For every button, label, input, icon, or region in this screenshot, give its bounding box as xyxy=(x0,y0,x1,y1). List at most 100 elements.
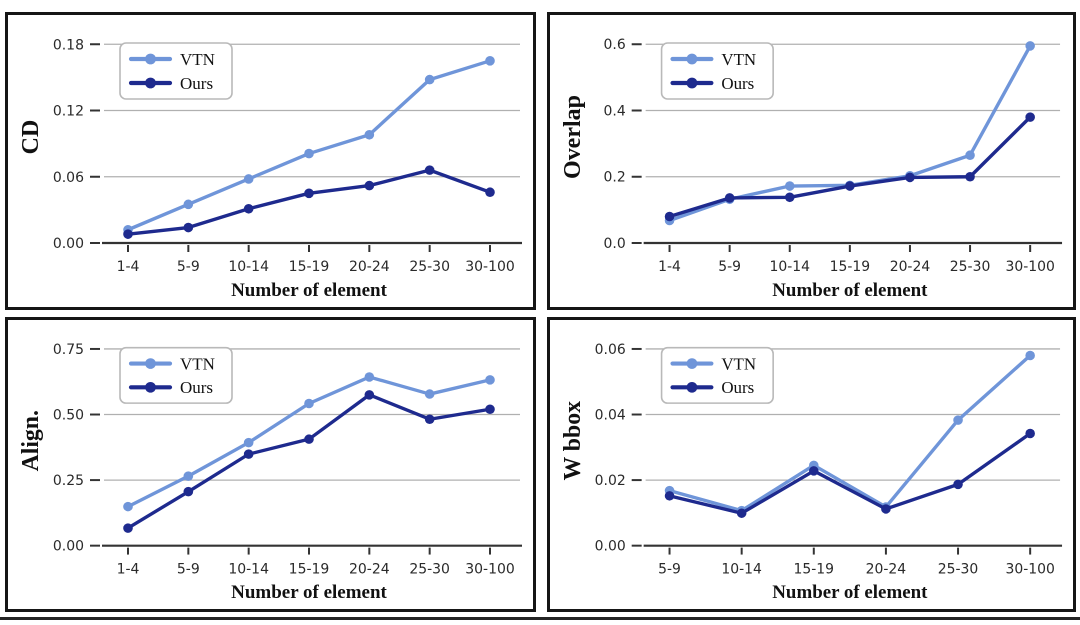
x-tick-label: 25-30 xyxy=(409,259,450,275)
vtn-marker xyxy=(183,471,194,481)
align-chart-panel: 0.00 0.25 0.50 0.75 1-4 5-9 10-14 15-19 20-24 25-… xyxy=(5,317,536,612)
vtn-marker xyxy=(965,150,975,161)
x-tick-label: 15-19 xyxy=(794,561,835,577)
y-tick-label: 0.4 xyxy=(604,103,626,119)
ours-line xyxy=(126,168,492,236)
x-tick-label: 20-24 xyxy=(866,561,907,577)
legend-label: VTN xyxy=(180,50,215,69)
legend-label: VTN xyxy=(721,355,756,374)
legend-label: Ours xyxy=(721,74,754,93)
y-tick-label: 0.2 xyxy=(604,170,626,186)
cd-chart-panel: 0.00 0.06 0.12 0.18 1-4 5-9 10-14 15-19 20-24 25-… xyxy=(5,12,536,310)
vtn-marker xyxy=(424,74,435,85)
overlap-chart-canvas: 0.0 0.2 0.4 0.6 1-4 5-9 10-14 15-19 20-24 25-30 30… xyxy=(560,37,1063,301)
y-tick-label: 0.25 xyxy=(53,473,84,489)
overlap-chart-panel: 0.0 0.2 0.4 0.6 1-4 5-9 10-14 15-19 20-24 25-30 30… xyxy=(547,12,1076,310)
legend-label: VTN xyxy=(180,355,215,374)
legend-marker-sample xyxy=(145,381,156,393)
y-axis-title: Overlap xyxy=(560,95,586,179)
ours-marker xyxy=(881,504,891,514)
x-tick-label: 25-30 xyxy=(938,561,979,577)
x-tick-label: 1-4 xyxy=(117,561,140,577)
ours-marker xyxy=(424,414,435,424)
vtn-marker xyxy=(485,375,495,385)
ours-marker xyxy=(123,523,133,533)
x-tick-label: 10-14 xyxy=(228,561,269,577)
y-axis-title: CD xyxy=(18,120,44,155)
vtn-marker xyxy=(183,199,194,210)
y-tick-label: 0.00 xyxy=(53,236,84,252)
vtn-marker xyxy=(953,415,963,425)
vtn-marker xyxy=(485,56,495,66)
wbbox-chart-canvas: 0.00 0.02 0.04 0.06 5-9 10-14 15-19 20-24 25-30 3… xyxy=(560,342,1063,603)
vtn-marker xyxy=(304,148,314,159)
legend-marker-sample xyxy=(145,77,156,89)
legend-marker-sample xyxy=(145,53,156,65)
cd-chart-canvas: 0.00 0.06 0.12 0.18 1-4 5-9 10-14 15-19 20-24 25-… xyxy=(18,37,522,301)
x-tick-label: 20-24 xyxy=(349,259,390,275)
legend-marker-sample xyxy=(145,358,156,369)
ours-marker xyxy=(1025,112,1035,122)
ours-marker xyxy=(664,211,675,222)
legend-box xyxy=(119,42,233,100)
legend-label: Ours xyxy=(180,378,213,397)
ours-marker xyxy=(1025,428,1035,439)
x-tick-label: 30-100 xyxy=(1005,259,1054,275)
figure-grid: 0.00 0.06 0.12 0.18 1-4 5-9 10-14 15-19 20-24 25-… xyxy=(5,12,1076,612)
x-tick-label: 15-19 xyxy=(830,259,871,275)
ours-marker xyxy=(183,486,194,497)
y-axis-title: Align. xyxy=(18,410,44,471)
ours-marker xyxy=(809,466,819,476)
y-tick-label: 0.04 xyxy=(595,408,626,424)
y-axis-title: W bbox xyxy=(560,401,586,481)
legend-box xyxy=(119,346,233,404)
ours-marker xyxy=(953,479,963,490)
x-tick-label: 5-9 xyxy=(177,561,200,577)
x-tick-label: 25-30 xyxy=(409,561,450,577)
vtn-marker xyxy=(243,437,254,448)
ours-marker xyxy=(724,193,735,203)
legend-marker-sample xyxy=(686,358,698,369)
x-tick-label: 25-30 xyxy=(950,259,991,275)
ours-marker xyxy=(784,192,795,203)
x-tick-label: 15-19 xyxy=(289,259,330,275)
legend-label: Ours xyxy=(180,74,213,93)
vtn-marker xyxy=(1025,350,1035,361)
legend-label: Ours xyxy=(721,378,754,397)
ours-marker xyxy=(243,449,254,459)
y-tick-label: 0.06 xyxy=(595,342,626,358)
ours-marker xyxy=(304,188,314,199)
x-tick-label: 10-14 xyxy=(228,259,269,275)
x-tick-label: 1-4 xyxy=(117,259,140,275)
ours-marker xyxy=(183,222,194,233)
y-tick-label: 0.12 xyxy=(53,104,84,120)
ours-marker xyxy=(485,187,495,198)
ours-marker xyxy=(123,229,133,239)
ours-marker xyxy=(736,508,747,518)
wbbox-chart-panel: 0.00 0.02 0.04 0.06 5-9 10-14 15-19 20-24 25-30 3… xyxy=(547,317,1076,612)
legend-box xyxy=(660,346,774,404)
ours-marker xyxy=(243,203,254,214)
ours-marker xyxy=(485,404,495,415)
ours-marker xyxy=(845,181,855,191)
x-tick-label: 30-100 xyxy=(465,259,515,275)
y-tick-label: 0.50 xyxy=(53,408,84,424)
x-axis-title: Number of element xyxy=(231,280,388,301)
ours-marker xyxy=(424,165,435,175)
x-tick-label: 1-4 xyxy=(658,259,681,275)
x-tick-label: 20-24 xyxy=(890,259,931,275)
ours-marker xyxy=(664,491,675,501)
x-axis-title: Number of element xyxy=(772,280,928,301)
y-tick-label: 0.0 xyxy=(604,236,626,252)
vtn-marker xyxy=(304,398,314,409)
x-tick-label: 20-24 xyxy=(349,561,390,577)
vtn-marker xyxy=(424,389,435,399)
y-tick-label: 0.6 xyxy=(604,37,626,53)
vtn-marker xyxy=(243,174,254,184)
ours-marker xyxy=(905,172,915,183)
legend-label: VTN xyxy=(721,50,756,69)
x-tick-label: 5-9 xyxy=(718,259,741,275)
vtn-marker xyxy=(364,372,375,382)
x-axis-title: Number of element xyxy=(772,582,928,603)
vtn-marker xyxy=(784,181,795,191)
